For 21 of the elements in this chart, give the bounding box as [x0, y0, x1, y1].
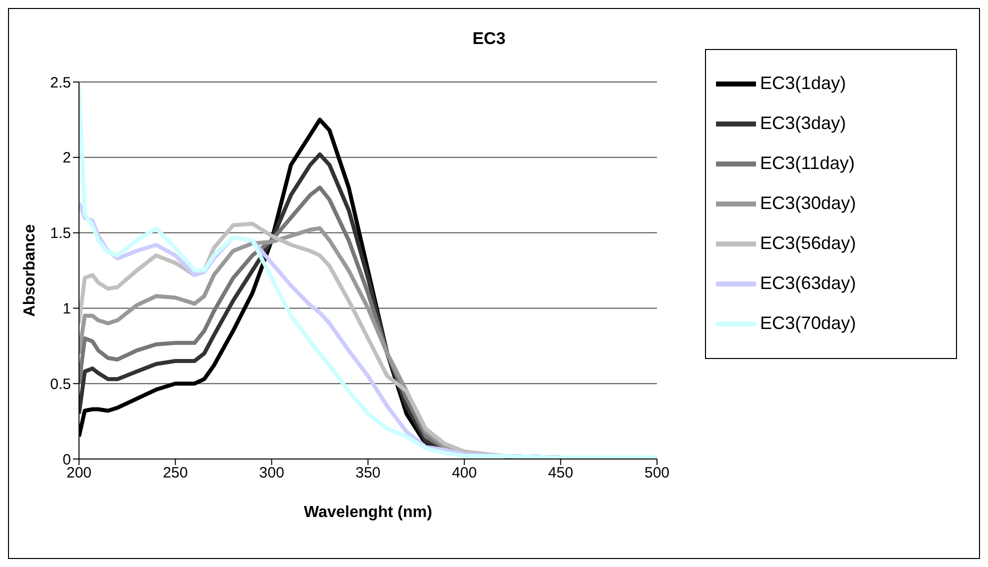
- y-tick-label: 2.5: [50, 74, 71, 92]
- y-tick-label: 0.5: [50, 376, 71, 393]
- y-tick-label: 1.5: [50, 225, 71, 242]
- x-tick-label: 350: [355, 464, 381, 482]
- x-tick-label: 400: [452, 464, 477, 482]
- y-axis-title: Absorbance: [22, 224, 39, 317]
- y-tick-label: 2: [62, 150, 71, 167]
- x-tick-label: 250: [162, 464, 188, 482]
- x-tick-label: 300: [259, 464, 284, 482]
- legend-label: EC3(11day): [760, 152, 855, 173]
- legend-label: EC3(3day): [760, 112, 846, 133]
- legend-label: EC3(30day): [760, 192, 856, 213]
- y-tick-label: 1: [62, 300, 71, 318]
- chart-title: EC3: [471, 29, 507, 49]
- x-tick-label: 450: [548, 464, 574, 482]
- legend-label: EC3(1day): [760, 72, 846, 93]
- legend-label: EC3(70day): [760, 312, 856, 333]
- x-tick-label: 500: [644, 464, 670, 482]
- legend-label: EC3(56day): [760, 232, 856, 253]
- legend-label: EC3(63day): [760, 272, 856, 293]
- x-axis-title: Wavelenght (nm): [304, 504, 432, 521]
